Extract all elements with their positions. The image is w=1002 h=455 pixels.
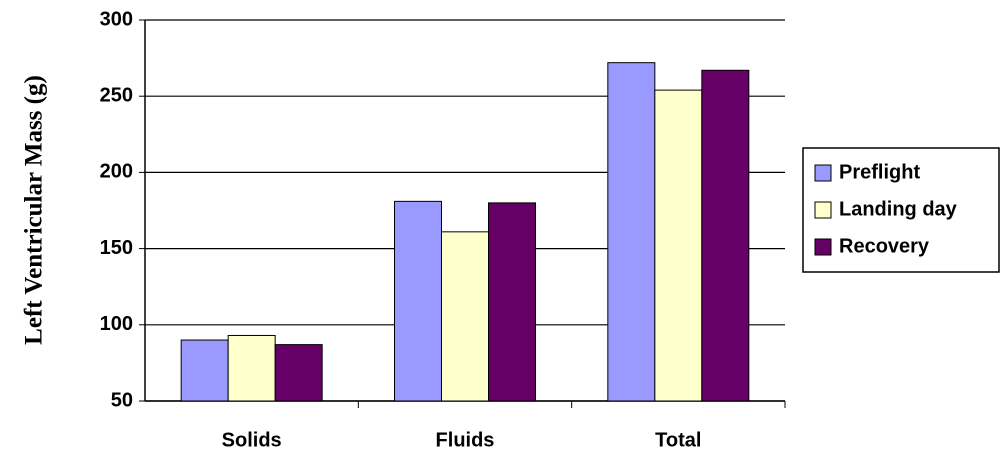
y-tick-label: 150	[100, 237, 133, 259]
x-tick-label: Fluids	[436, 429, 495, 451]
legend-label: Preflight	[839, 161, 920, 183]
legend-swatch	[814, 164, 832, 182]
bar	[227, 334, 276, 402]
legend-box	[802, 147, 1000, 273]
x-tick-label: Solids	[222, 429, 282, 451]
legend-label: Recovery	[839, 235, 930, 257]
y-tick-label: 250	[100, 84, 133, 106]
bar	[607, 62, 656, 402]
bar	[654, 89, 703, 402]
bar	[488, 202, 536, 402]
bar	[394, 200, 442, 402]
y-axis-label: Left Ventricular Mass (g)	[21, 75, 48, 345]
y-tick-label: 300	[100, 8, 133, 30]
legend-label: Landing day	[839, 198, 958, 220]
y-tick-label: 200	[100, 161, 133, 183]
bar	[441, 231, 489, 402]
y-tick-label: 100	[100, 313, 133, 335]
bar	[180, 339, 229, 402]
legend-swatch	[814, 201, 832, 219]
legend-swatch	[814, 238, 832, 256]
bar	[701, 69, 750, 402]
x-tick-label: Total	[655, 429, 701, 451]
y-tick-label: 50	[111, 389, 133, 411]
bar	[274, 344, 323, 402]
